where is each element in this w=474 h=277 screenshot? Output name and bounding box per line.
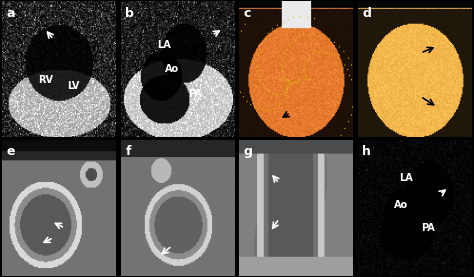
Text: LA: LA [157, 40, 171, 50]
Text: h: h [363, 145, 371, 158]
Text: PA: PA [421, 223, 435, 233]
Text: a: a [7, 7, 16, 20]
Text: PA: PA [188, 89, 202, 99]
Text: e: e [7, 145, 16, 158]
Text: LV: LV [67, 81, 79, 91]
Text: d: d [363, 7, 371, 20]
Text: c: c [244, 7, 251, 20]
Text: Ao: Ao [394, 200, 408, 210]
Text: LA: LA [399, 173, 412, 183]
Text: Ao: Ao [165, 64, 179, 74]
Text: g: g [244, 145, 253, 158]
Text: f: f [126, 145, 131, 158]
Text: b: b [126, 7, 134, 20]
Text: RV: RV [38, 75, 53, 85]
